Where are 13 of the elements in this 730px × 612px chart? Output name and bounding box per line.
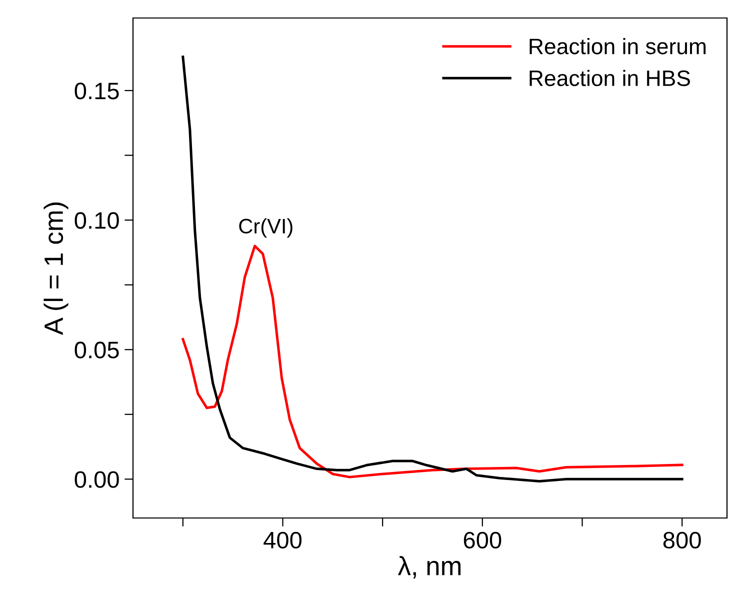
x-tick-label: 400 — [264, 532, 302, 549]
line-series — [182, 244, 684, 478]
x-tick-label: 600 — [464, 532, 502, 549]
legend-label: Reaction in HBS — [530, 70, 690, 86]
y-tick-label: 0.10 — [74, 212, 119, 229]
y-axis-title: A (l = 1 cm) — [44, 202, 68, 336]
y-tick-label: 0.00 — [74, 471, 119, 488]
x-axis-title: λ, nm — [398, 556, 461, 578]
x-tick-label: 800 — [663, 532, 701, 549]
y-tick-label: 0.15 — [74, 82, 119, 100]
legend-label: Reaction in serum — [530, 38, 706, 54]
annotation: Cr(VI) — [239, 218, 292, 238]
y-tick-label: 0.05 — [74, 342, 119, 358]
